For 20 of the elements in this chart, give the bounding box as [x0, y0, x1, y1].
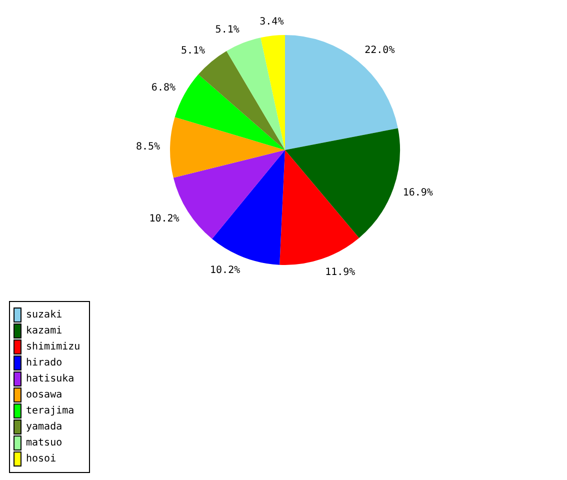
data-label: 11.9%	[325, 266, 356, 278]
legend-label: matsuo	[26, 438, 62, 449]
legend-label: hosoi	[26, 454, 56, 465]
legend-label: hirado	[26, 358, 62, 369]
legend-label: suzaki	[26, 310, 62, 321]
data-label: 10.2%	[149, 213, 180, 224]
legend-label: kazami	[26, 326, 62, 337]
data-label: 5.1%	[215, 24, 240, 36]
legend-label: shimimizu	[26, 342, 80, 353]
data-label: 22.0%	[364, 45, 395, 56]
data-label: 5.1%	[180, 45, 206, 56]
data-label: 16.9%	[402, 188, 433, 199]
data-label: 10.2%	[210, 264, 240, 276]
legend-label: hatisuka	[26, 374, 74, 385]
data-label: 6.8%	[151, 82, 176, 94]
data-label: 8.5%	[136, 142, 160, 153]
data-label: 3.4%	[260, 16, 284, 28]
legend-label: oosawa	[26, 390, 62, 401]
legend-label: terajima	[26, 406, 74, 417]
legend-label: yamada	[26, 422, 62, 433]
